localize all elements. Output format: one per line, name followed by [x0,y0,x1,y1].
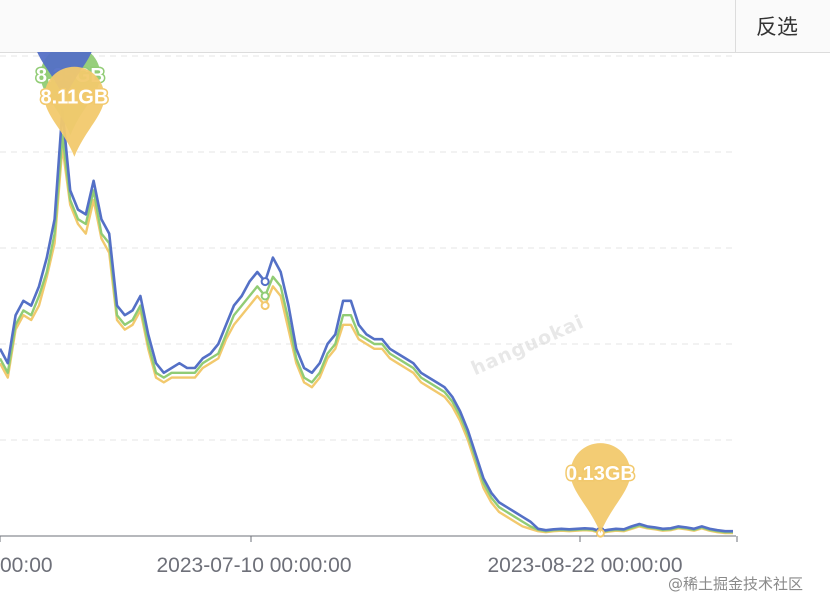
data-point[interactable] [260,291,270,301]
data-point[interactable] [260,277,270,287]
series-line-0 [0,108,733,533]
marker-label: 0.13GB [566,463,635,485]
x-tick-label: 2023-08-22 00:00:00 [488,554,683,577]
invert-selection-button[interactable]: 反选 [735,0,830,52]
x-tick-label: 2023-07-10 00:00:00 [157,554,352,577]
x-tick-label: 00:00 [0,554,53,577]
chart-toolbar: 反选 [0,0,830,53]
memory-usage-line-chart: 00:00 2023-07-10 00:00:00 2023-08-22 00:00… [0,52,738,577]
platform-credit: @稀土掘金技术社区 [668,575,804,593]
marker-pin[interactable] [570,443,631,534]
marker-label: 8.11GB [40,87,108,109]
data-point[interactable] [260,301,270,311]
marker-pin[interactable] [44,66,105,157]
